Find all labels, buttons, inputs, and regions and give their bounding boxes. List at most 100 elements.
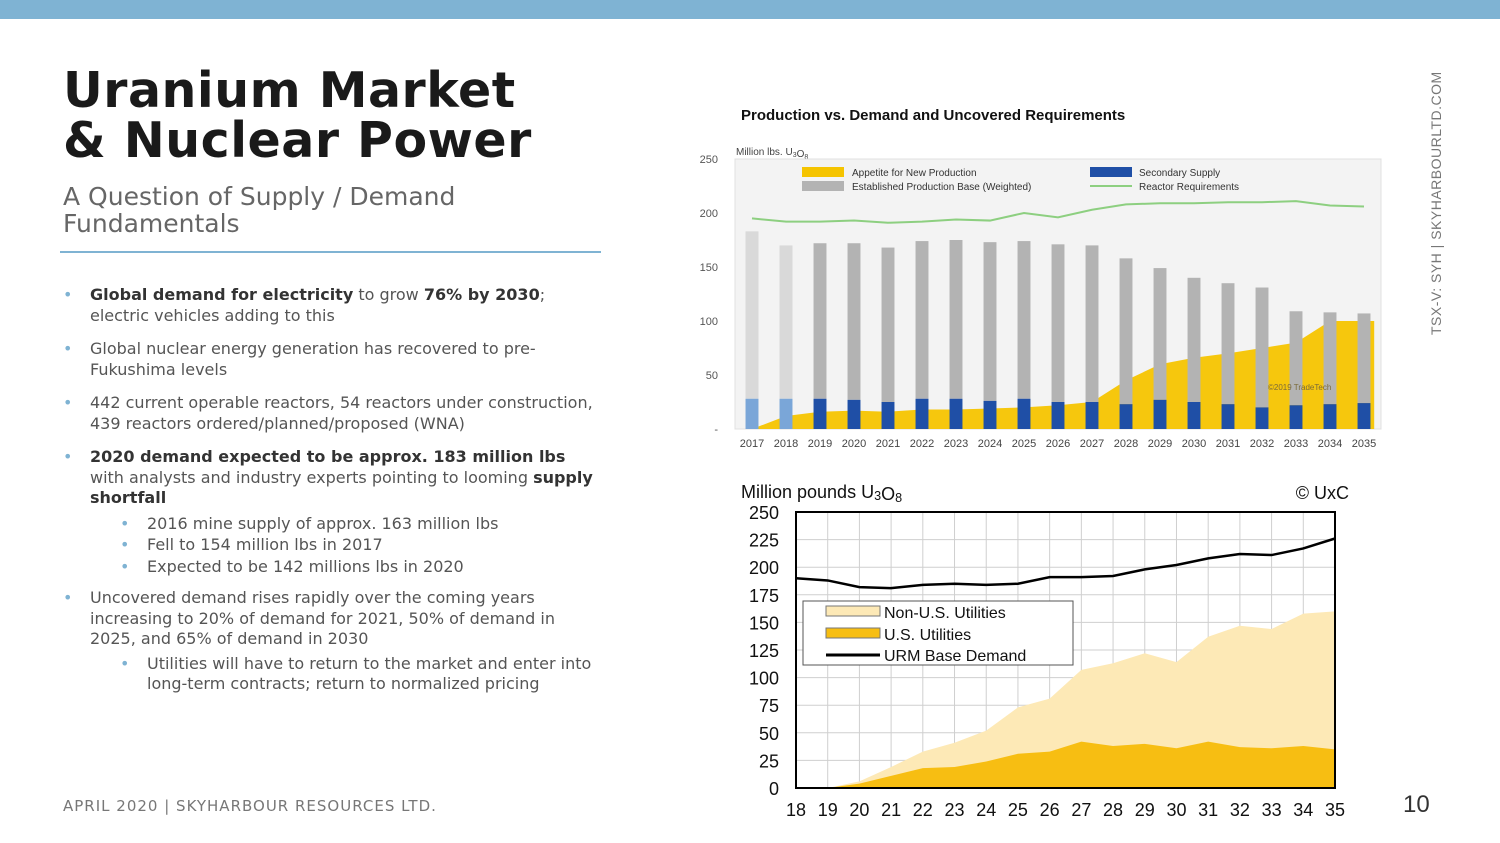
bullet-list: • Global demand for electricity to grow … xyxy=(63,285,593,708)
chart1-bar-secondary xyxy=(915,398,929,429)
chart1-legend-label: Established Production Base (Weighted) xyxy=(852,182,1031,193)
chart1-bar-established xyxy=(949,240,963,399)
chart1-bar-established xyxy=(847,243,861,400)
bullet-marker: • xyxy=(63,447,73,466)
chart1-legend-swatch-secondary xyxy=(1090,167,1132,177)
chart1-xtick-label: 2017 xyxy=(740,438,764,450)
chart1-ytick-label: 150 xyxy=(700,262,718,274)
top-accent-bar xyxy=(0,0,1500,19)
chart1-xtick-label: 2026 xyxy=(1046,438,1070,450)
chart2-xtick-label: 29 xyxy=(1135,800,1155,820)
chart1-xtick-label: 2027 xyxy=(1080,438,1104,450)
chart1-bar-secondary xyxy=(847,399,861,429)
chart1-bar-established xyxy=(813,243,827,399)
chart1-bar-secondary xyxy=(1085,402,1099,429)
chart1-xtick-label: 2021 xyxy=(876,438,900,450)
bullet-text: to grow xyxy=(353,285,424,304)
chart1-xtick-label: 2025 xyxy=(1012,438,1036,450)
chart1-ytick-label: 100 xyxy=(700,316,718,328)
chart2-xtick-label: 19 xyxy=(818,800,838,820)
bullet-item: • Global nuclear energy generation has r… xyxy=(63,339,593,380)
bullet-text: 442 current operable reactors, 54 reacto… xyxy=(90,393,593,433)
chart1-bar-secondary xyxy=(1357,403,1371,429)
bullet-item: • Global demand for electricity to grow … xyxy=(63,285,593,326)
chart1-legend-swatch-appetite xyxy=(802,167,844,177)
chart1-bar-secondary xyxy=(1187,402,1201,429)
chart1-xtick-label: 2023 xyxy=(944,438,968,450)
chart1-xtick-label: 2033 xyxy=(1284,438,1308,450)
sub-bullet-item: • Expected to be 142 millions lbs in 202… xyxy=(120,557,593,578)
chart2-ytick-label: 0 xyxy=(769,779,779,799)
chart1-legend-label: Reactor Requirements xyxy=(1139,182,1239,193)
chart2-legend-swatch-non-us xyxy=(825,605,881,617)
chart2-legend-label: Non-U.S. Utilities xyxy=(884,605,1006,622)
chart2-xtick-label: 31 xyxy=(1198,800,1218,820)
chart1-bar-secondary xyxy=(1255,407,1269,429)
chart1-bar-established xyxy=(1187,277,1201,402)
chart1-bar-secondary xyxy=(1051,402,1065,429)
chart1-bar-established xyxy=(1119,258,1133,405)
chart2-xtick-label: 28 xyxy=(1103,800,1123,820)
chart1-ytick-label: - xyxy=(714,424,718,436)
chart2-ytick-label: 50 xyxy=(759,724,779,744)
chart1-xtick-label: 2028 xyxy=(1114,438,1138,450)
chart2-legend-label: URM Base Demand xyxy=(884,648,1026,665)
chart1-xtick-label: 2031 xyxy=(1216,438,1240,450)
chart1-bar-established xyxy=(881,247,895,402)
chart2-xtick-label: 26 xyxy=(1040,800,1060,820)
chart1-xtick-label: 2032 xyxy=(1250,438,1274,450)
chart1-bar-secondary xyxy=(1017,398,1031,429)
sub-bullet-item: • 2016 mine supply of approx. 163 millio… xyxy=(120,514,593,535)
chart1-bar-secondary xyxy=(949,398,963,429)
chart1-bar-established xyxy=(1255,287,1269,408)
bullet-text: 2016 mine supply of approx. 163 million … xyxy=(147,513,499,533)
chart1-xtick-label: 2019 xyxy=(808,438,832,450)
bullet-marker: • xyxy=(63,285,73,304)
chart1-area-appetite xyxy=(741,321,1375,429)
chart1-bar-secondary xyxy=(1323,404,1337,429)
chart1-bar-established xyxy=(745,231,759,399)
bullet-item: • 442 current operable reactors, 54 reac… xyxy=(63,393,593,434)
chart1-bar-secondary xyxy=(983,400,997,429)
chart2-legend-swatch-us xyxy=(825,627,881,639)
title-divider xyxy=(60,251,601,253)
bullet-marker: • xyxy=(63,339,73,358)
title-line-1: Uranium Market xyxy=(63,62,516,119)
bullet-bold: supply shortfall xyxy=(90,467,593,508)
chart2-legend-label: U.S. Utilities xyxy=(884,627,971,644)
chart2-xtick-label: 27 xyxy=(1071,800,1091,820)
chart1-bar-secondary xyxy=(881,402,895,429)
chart1-xtick-label: 2029 xyxy=(1148,438,1172,450)
chart1-bar-secondary xyxy=(745,398,759,429)
chart1-bar-established xyxy=(983,242,997,401)
bullet-text: Uncovered demand rises rapidly over the … xyxy=(90,588,555,648)
chart1-legend-swatch-established xyxy=(802,181,844,191)
chart2-xtick-label: 25 xyxy=(1008,800,1028,820)
chart2-source: © UxC xyxy=(1296,483,1349,503)
chart1-ylabel: Million lbs. U3O8 xyxy=(736,147,808,161)
chart1-bar-established xyxy=(1153,268,1167,400)
chart2-xtick-label: 32 xyxy=(1230,800,1250,820)
bullet-marker: • xyxy=(120,535,130,554)
chart1-title: Production vs. Demand and Uncovered Requ… xyxy=(741,107,1125,124)
footer-text: APRIL 2020 | SKYHARBOUR RESOURCES LTD. xyxy=(63,797,437,815)
chart1-line-reactor-requirements xyxy=(751,200,1365,224)
chart2-xtick-label: 21 xyxy=(881,800,901,820)
bullet-bold: 76% by 2030 xyxy=(423,285,540,304)
bullet-text: Expected to be 142 millions lbs in 2020 xyxy=(147,556,464,576)
chart1-bar-established xyxy=(1357,313,1371,404)
chart2-ytick-label: 250 xyxy=(749,503,779,523)
chart1-bar-established xyxy=(1289,311,1303,406)
title-line-2: & Nuclear Power xyxy=(63,112,532,169)
bullet-marker: • xyxy=(120,653,130,673)
chart2-area-us-utilities xyxy=(796,741,1335,788)
chart1-bar-secondary xyxy=(1119,404,1133,429)
chart1-bar-secondary xyxy=(813,398,827,429)
chart2-xtick-label: 18 xyxy=(786,800,806,820)
chart2-ytick-label: 100 xyxy=(749,669,779,689)
bullet-marker: • xyxy=(120,556,130,576)
chart1-bar-secondary xyxy=(779,398,793,429)
chart1-watermark: ©2019 TradeTech xyxy=(1268,383,1331,392)
bullet-text: Global nuclear energy generation has rec… xyxy=(90,339,536,379)
